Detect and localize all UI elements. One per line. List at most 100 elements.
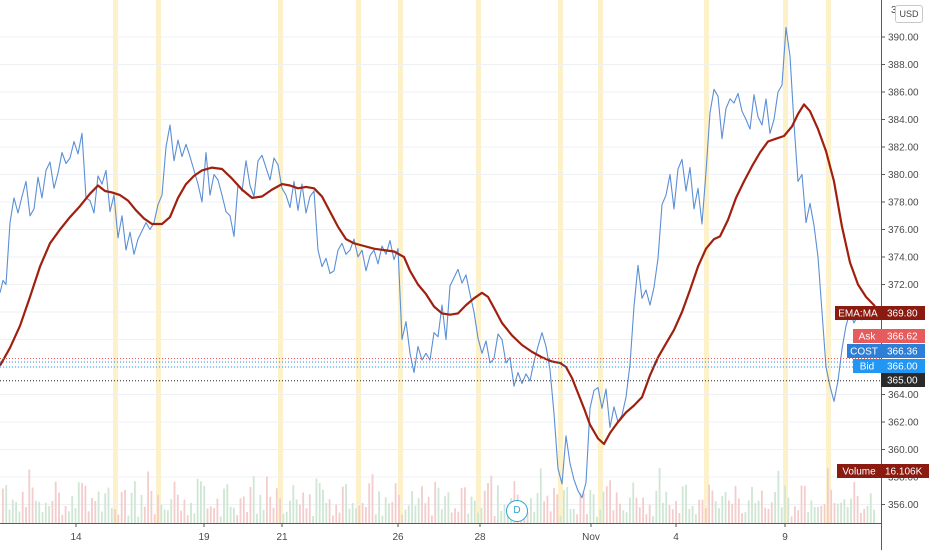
volume-bar [256,513,258,523]
volume-bar [157,494,159,523]
volume-bar [589,489,592,523]
volume-bar [596,516,598,523]
volume-bar [358,505,361,523]
volume-bar [579,492,582,523]
price-tag-value-bg [881,329,925,343]
volume-bar [239,498,242,523]
price-tag-label-bg [835,306,881,320]
volume-bar [338,512,341,523]
interval-badge[interactable]: D [506,500,528,522]
volume-bar [196,478,199,523]
y-tick-label: 378.00 [888,198,919,209]
volume-bar [299,504,301,523]
volume-bar [572,508,575,523]
volume-bar [813,506,816,523]
session-band [558,0,563,523]
ema-line [0,103,881,446]
volume-bar [487,483,489,523]
volume-bar [35,500,37,523]
volume-bar [658,467,661,523]
volume-bar [150,491,153,523]
volume-bar [530,498,532,523]
session-band [356,0,361,523]
currency-button[interactable]: USD [895,5,923,23]
volume-bar [549,511,552,523]
volume-bar [318,483,321,523]
volume-bar [675,501,677,523]
volume-bar [417,498,420,523]
volume-bar [840,502,842,523]
volume-bar [688,508,691,523]
volume-bar [741,513,743,523]
volume-bar [556,494,559,523]
volume-bar [173,481,176,523]
volume-tag-label-bg [837,464,881,478]
volume-bar [728,500,730,523]
price-tag-label: EMA:MA [838,309,878,320]
volume-bar [444,496,446,523]
volume-bar [450,512,453,523]
volume-bar [147,471,149,523]
volume-bar [708,484,710,523]
volume-bar [292,485,295,523]
volume-bar [457,511,460,523]
volume-bar [355,508,357,523]
volume-bar [54,481,57,523]
volume-bar [638,507,641,523]
volume-bar [454,508,456,523]
price-tag-label-bg [853,329,881,343]
volume-bar [2,488,4,523]
volume-bar [269,496,272,523]
volume-bar [817,507,819,523]
volume-bar [704,508,707,523]
volume-bar [827,468,829,523]
volume-bar [602,491,605,523]
volume-bar [137,516,140,523]
y-tick-label: 362.00 [888,418,919,429]
x-tick-label: 4 [673,532,679,543]
volume-bar [401,514,404,523]
volume-bar [107,487,110,523]
y-tick-label: 372.00 [888,280,919,291]
volume-bar [434,481,437,523]
price-tag-value: 366.62 [887,332,918,343]
volume-bar [282,513,285,523]
volume-bar [414,505,417,523]
volume-bar [365,507,367,523]
volume-bar [68,511,70,523]
volume-bar [503,504,506,523]
volume-bar [233,507,235,523]
axes [0,0,882,550]
volume-bar [97,491,100,523]
volume-bar [701,499,704,523]
volume-bar [170,499,173,523]
volume-bar [272,507,275,523]
volume-bar [348,508,351,523]
volume-bar [490,475,493,523]
volume-bar [124,489,126,523]
volume-bar [275,488,278,523]
volume-bar [160,504,163,523]
y-tick-label: 376.00 [888,225,919,236]
volume-bar [84,485,87,523]
volume-bar [856,496,859,523]
price-tag-label-bg [853,359,881,373]
volume-bar [28,469,31,523]
volume-bar [698,499,701,523]
volume-bar [440,509,443,523]
volume-bar [5,484,8,523]
volume-bar [652,516,654,523]
volume-bar [714,501,717,523]
volume-bar [546,495,549,523]
volume-bar [566,487,569,523]
volume-bar [308,494,311,523]
volume-bar [219,516,222,523]
session-band [783,0,788,523]
volume-bar [21,491,24,523]
volume-bar [846,506,849,523]
volume-bar [361,502,364,523]
volume-bar [58,492,60,523]
x-axis-ticks: 14 19 21 26 28 Nov 4 9 [70,523,788,543]
volume-bar [774,491,776,523]
